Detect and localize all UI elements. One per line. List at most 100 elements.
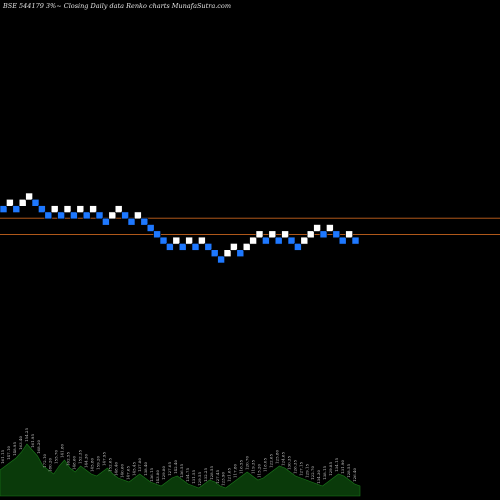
- up-brick: [108, 211, 117, 220]
- volume-label: 131.90: [340, 460, 345, 474]
- volume-label: 122.70: [310, 466, 315, 480]
- up-brick: [185, 236, 193, 245]
- down-brick: [338, 236, 347, 245]
- volume-label: 121.65: [227, 468, 232, 482]
- down-brick: [82, 211, 91, 220]
- volume-label: 132.25: [203, 468, 208, 482]
- volume-label: 152.35: [78, 450, 83, 464]
- volume-label: 119.35: [251, 460, 256, 474]
- chart-title: BSE 544179 3%~ Closing Daily data Renko …: [2, 2, 231, 10]
- up-brick: [242, 243, 251, 251]
- up-brick: [63, 205, 72, 213]
- down-brick: [294, 243, 302, 251]
- up-brick: [50, 205, 59, 213]
- up-brick: [223, 249, 232, 257]
- volume-label: 126.35: [292, 460, 297, 474]
- down-brick: [31, 199, 40, 207]
- down-brick: [0, 205, 8, 213]
- down-brick: [153, 230, 161, 239]
- down-brick: [287, 236, 296, 245]
- renko-bricks: [0, 192, 360, 264]
- down-brick: [127, 217, 136, 226]
- down-brick: [332, 230, 341, 239]
- volume-label: 117.80: [233, 464, 238, 478]
- up-brick: [134, 211, 142, 220]
- up-brick: [281, 230, 289, 239]
- volume-label: 123.90: [221, 472, 226, 486]
- volume-label: 118.05: [263, 458, 268, 472]
- volume-label: 144.30: [84, 454, 89, 468]
- down-brick: [319, 230, 328, 239]
- volume-label: 134.15: [334, 458, 339, 472]
- volume-label: 134.30: [316, 470, 321, 484]
- volume-label: 138.15: [322, 466, 327, 480]
- down-brick: [262, 236, 270, 245]
- down-brick: [191, 243, 200, 251]
- down-brick: [236, 249, 245, 257]
- volume-label: 131.55: [191, 470, 196, 484]
- volume-label: 129.15: [304, 464, 309, 478]
- volume-label: 129.85: [328, 462, 333, 476]
- volume-label: 136.15: [149, 468, 154, 482]
- volume-area-shape: [0, 443, 361, 497]
- volume-label: 148.40: [113, 462, 118, 476]
- volume-label: 145.80: [90, 458, 95, 472]
- volume-label: 129.80: [161, 466, 166, 480]
- volume-label: 137.80: [137, 458, 142, 472]
- volume-label: 140.60: [119, 464, 124, 478]
- down-brick: [210, 249, 219, 257]
- down-brick: [274, 236, 283, 245]
- volume-label: 122.65: [269, 454, 274, 468]
- volume-label: 142.40: [173, 460, 178, 474]
- volume-label: 124.65: [280, 452, 285, 466]
- volume-label: 116.55: [239, 460, 244, 474]
- up-brick: [76, 205, 85, 213]
- up-brick: [89, 205, 97, 213]
- up-brick: [172, 236, 181, 245]
- volume-label: 161.95: [30, 434, 35, 448]
- volume-label: 128.55: [346, 464, 351, 478]
- volume-label: 125.80: [274, 450, 279, 464]
- down-brick: [204, 243, 213, 251]
- up-brick: [25, 192, 33, 201]
- volume-label: 180.20: [48, 458, 53, 472]
- down-brick: [166, 243, 174, 251]
- down-brick: [159, 236, 168, 245]
- down-brick: [121, 211, 129, 220]
- up-brick: [249, 236, 257, 245]
- up-brick: [300, 236, 309, 245]
- up-brick: [326, 224, 334, 232]
- up-brick: [313, 224, 321, 232]
- volume-label: 130.35: [286, 456, 291, 470]
- up-brick: [230, 243, 238, 251]
- down-brick: [351, 236, 360, 245]
- volume-label: 147.65: [125, 466, 130, 480]
- volume-label: 163.40: [18, 436, 23, 450]
- up-brick: [268, 230, 277, 239]
- volume-label: 128.55: [209, 466, 214, 480]
- volume-label: 129.55: [197, 472, 202, 486]
- down-brick: [95, 211, 104, 220]
- up-brick: [18, 199, 27, 207]
- volume-label: 136.55: [179, 464, 184, 478]
- down-brick: [70, 211, 78, 220]
- volume-label: 115.20: [257, 464, 262, 478]
- down-brick: [57, 211, 65, 220]
- down-brick: [44, 211, 53, 220]
- up-brick: [345, 230, 353, 239]
- volume-label: 147.95: [101, 452, 106, 466]
- volume-label: 152.65: [107, 458, 112, 472]
- down-brick: [217, 255, 225, 264]
- up-brick: [114, 205, 123, 213]
- volume-label: 148.60: [72, 456, 77, 470]
- volume-label: 120.70: [245, 456, 250, 470]
- up-brick: [6, 199, 14, 207]
- volume-label: 154.25: [24, 428, 29, 442]
- volume-label: 126.40: [352, 468, 357, 482]
- down-brick: [102, 217, 110, 226]
- down-brick: [38, 205, 46, 213]
- volume-label: 127.05: [167, 462, 172, 476]
- up-brick: [255, 230, 264, 239]
